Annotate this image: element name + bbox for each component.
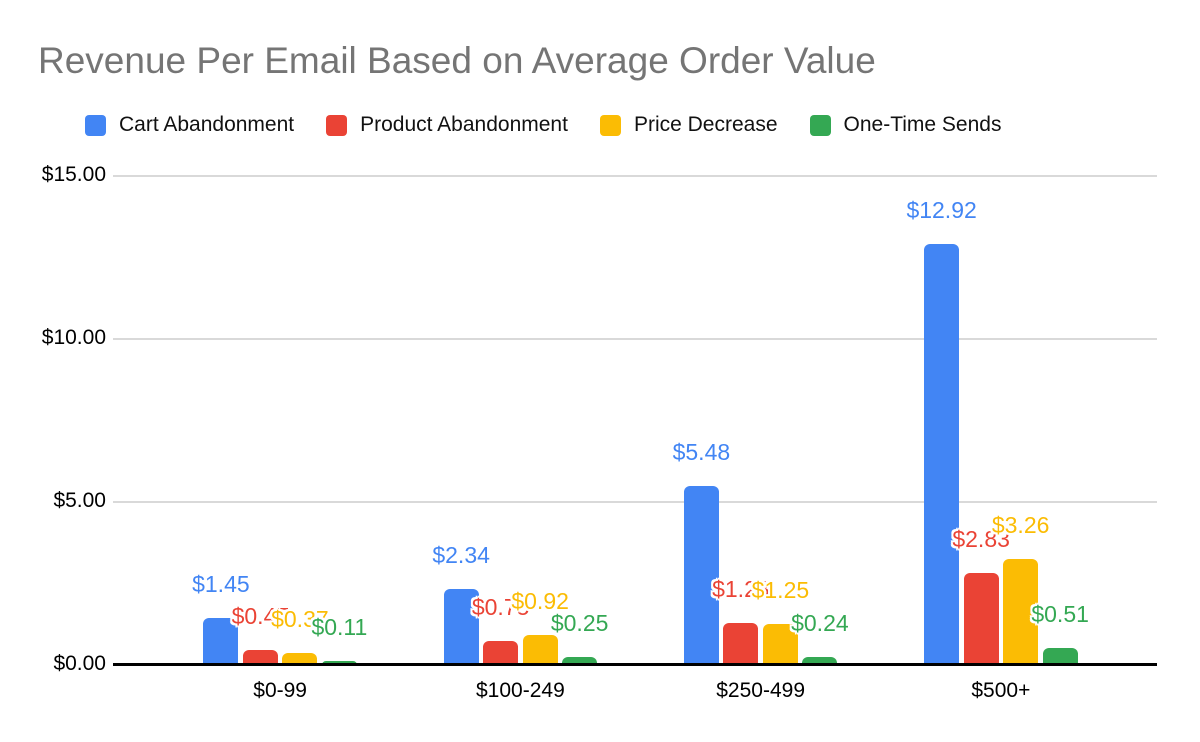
gridline bbox=[113, 501, 1157, 503]
gridline bbox=[113, 338, 1157, 340]
data-label: $3.26 bbox=[991, 511, 1050, 538]
bar-one-time-sends-3 bbox=[1042, 648, 1078, 665]
x-axis-tick-label: $250-499 bbox=[716, 679, 805, 702]
legend-item-1: Product Abandonment bbox=[326, 113, 568, 137]
data-label: $0.24 bbox=[791, 610, 849, 637]
bar-cart-abandonment-3 bbox=[924, 243, 960, 665]
x-axis-line bbox=[113, 663, 1157, 666]
y-axis-tick-label: $15.00 bbox=[41, 163, 106, 186]
gridline bbox=[113, 175, 1157, 177]
legend-swatch-icon bbox=[326, 114, 348, 136]
data-label: $12.92 bbox=[906, 196, 977, 223]
x-axis-tick-label: $100-249 bbox=[476, 679, 565, 702]
bar-cart-abandonment-0 bbox=[203, 617, 239, 665]
data-label: $0.37 bbox=[271, 605, 329, 632]
data-label: $0.75 bbox=[471, 593, 530, 620]
data-label: $0.47 bbox=[231, 602, 290, 629]
y-axis-tick-label: $5.00 bbox=[53, 489, 106, 512]
y-axis-tick-label: $0.00 bbox=[53, 652, 106, 675]
bar-product-abandonment-2 bbox=[723, 623, 759, 665]
data-label: $0.11 bbox=[311, 614, 368, 641]
bar-product-abandonment-0 bbox=[242, 649, 278, 665]
bar-cart-abandonment-1 bbox=[443, 588, 479, 665]
x-axis-tick-label: $0-99 bbox=[253, 679, 307, 702]
data-label: $0.25 bbox=[550, 609, 609, 636]
chart-title: Revenue Per Email Based on Average Order… bbox=[38, 40, 876, 81]
bar-price-decrease-0 bbox=[282, 652, 318, 665]
y-axis-tick-label: $10.00 bbox=[41, 326, 106, 349]
x-axis-tick-label: $500+ bbox=[971, 679, 1031, 702]
data-label: $0.51 bbox=[1031, 601, 1089, 628]
legend-label: Price Decrease bbox=[633, 113, 778, 136]
bar-cart-abandonment-2 bbox=[683, 486, 719, 665]
data-label: $1.45 bbox=[192, 570, 250, 597]
bar-product-abandonment-3 bbox=[963, 572, 999, 665]
data-label: $1.28 bbox=[712, 576, 770, 603]
legend-swatch-icon bbox=[809, 114, 831, 136]
bar-product-abandonment-1 bbox=[483, 640, 519, 665]
legend-label: One-Time Sends bbox=[843, 113, 1002, 136]
legend-label: Cart Abandonment bbox=[119, 113, 295, 136]
data-label: $2.83 bbox=[952, 525, 1010, 552]
chart-legend: Cart Abandonment Product Abandonment Price… bbox=[85, 113, 1001, 137]
bar-one-time-sends-2 bbox=[802, 657, 838, 665]
legend-swatch-icon bbox=[85, 114, 106, 136]
legend-item-2: Price Decrease bbox=[599, 113, 778, 137]
data-label: $0.92 bbox=[511, 588, 569, 614]
bar-price-decrease-2 bbox=[762, 624, 798, 665]
data-label: $2.34 bbox=[432, 541, 490, 568]
legend-item-0: Cart Abandonment bbox=[85, 113, 294, 137]
bar-price-decrease-1 bbox=[522, 635, 558, 665]
legend-label: Product Abandonment bbox=[360, 113, 568, 136]
bar-one-time-sends-1 bbox=[562, 656, 598, 665]
legend-swatch-icon bbox=[599, 114, 621, 136]
legend-item-3: One-Time Sends bbox=[809, 113, 1002, 137]
bar-price-decrease-3 bbox=[1003, 558, 1039, 665]
data-label: $5.48 bbox=[672, 439, 731, 466]
data-label: $1.25 bbox=[751, 577, 810, 604]
